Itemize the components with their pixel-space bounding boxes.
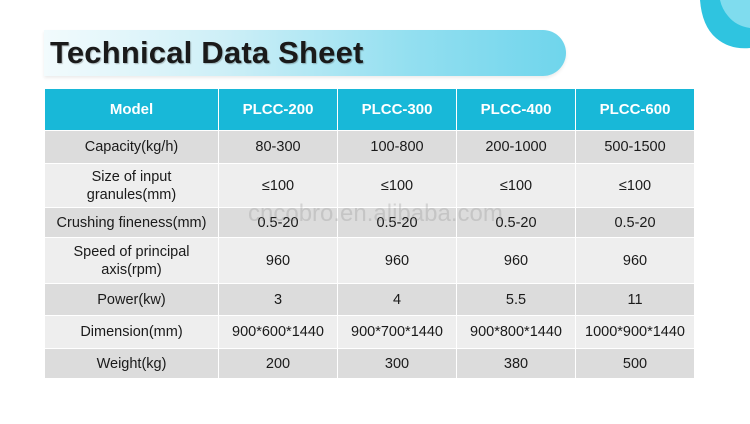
table-row: Speed of principal axis(rpm) 960 960 960… xyxy=(44,237,695,284)
table-row: Power(kw) 3 4 5.5 11 xyxy=(44,283,695,316)
table-header-row: Model PLCC-200 PLCC-300 PLCC-400 PLCC-60… xyxy=(44,88,695,131)
corner-decoration xyxy=(700,0,750,49)
table-row: Crushing fineness(mm) 0.5-20 0.5-20 0.5-… xyxy=(44,207,695,238)
table-cell: 500 xyxy=(575,348,695,379)
header-cell: PLCC-400 xyxy=(456,88,576,131)
row-label: Speed of principal axis(rpm) xyxy=(44,237,219,284)
table-cell: 380 xyxy=(456,348,576,379)
table-cell: 80-300 xyxy=(218,130,338,164)
row-label: Capacity(kg/h) xyxy=(44,130,219,164)
table-cell: 960 xyxy=(218,237,338,284)
header-cell: PLCC-600 xyxy=(575,88,695,131)
row-label: Power(kw) xyxy=(44,283,219,316)
table-cell: 900*600*1440 xyxy=(218,315,338,349)
table-cell: 300 xyxy=(337,348,457,379)
table-cell: ≤100 xyxy=(218,163,338,208)
page-title: Technical Data Sheet xyxy=(50,35,364,70)
table-row: Capacity(kg/h) 80-300 100-800 200-1000 5… xyxy=(44,130,695,164)
table-cell: 0.5-20 xyxy=(575,207,695,238)
table-cell: 4 xyxy=(337,283,457,316)
table-cell: 1000*900*1440 xyxy=(575,315,695,349)
row-label: Dimension(mm) xyxy=(44,315,219,349)
table-cell: 960 xyxy=(456,237,576,284)
header-cell: Model xyxy=(44,88,219,131)
table-cell: 200-1000 xyxy=(456,130,576,164)
header-cell: PLCC-200 xyxy=(218,88,338,131)
title-banner xyxy=(44,30,566,76)
row-label: Crushing fineness(mm) xyxy=(44,207,219,238)
row-label: Weight(kg) xyxy=(44,348,219,379)
table-cell: ≤100 xyxy=(575,163,695,208)
table-cell: 0.5-20 xyxy=(456,207,576,238)
table-cell: 5.5 xyxy=(456,283,576,316)
header-cell: PLCC-300 xyxy=(337,88,457,131)
table-cell: ≤100 xyxy=(456,163,576,208)
table-row: Dimension(mm) 900*600*1440 900*700*1440 … xyxy=(44,315,695,349)
table-cell: 0.5-20 xyxy=(337,207,457,238)
table-cell: 0.5-20 xyxy=(218,207,338,238)
table-cell: 960 xyxy=(337,237,457,284)
table-cell: 200 xyxy=(218,348,338,379)
spec-table: Model PLCC-200 PLCC-300 PLCC-400 PLCC-60… xyxy=(44,88,695,379)
table-cell: 11 xyxy=(575,283,695,316)
table-cell: 500-1500 xyxy=(575,130,695,164)
table-cell: ≤100 xyxy=(337,163,457,208)
table-cell: 3 xyxy=(218,283,338,316)
table-cell: 900*700*1440 xyxy=(337,315,457,349)
table-row: Size of input granules(mm) ≤100 ≤100 ≤10… xyxy=(44,163,695,208)
row-label: Size of input granules(mm) xyxy=(44,163,219,208)
table-cell: 100-800 xyxy=(337,130,457,164)
table-row: Weight(kg) 200 300 380 500 xyxy=(44,348,695,379)
table-cell: 960 xyxy=(575,237,695,284)
table-cell: 900*800*1440 xyxy=(456,315,576,349)
